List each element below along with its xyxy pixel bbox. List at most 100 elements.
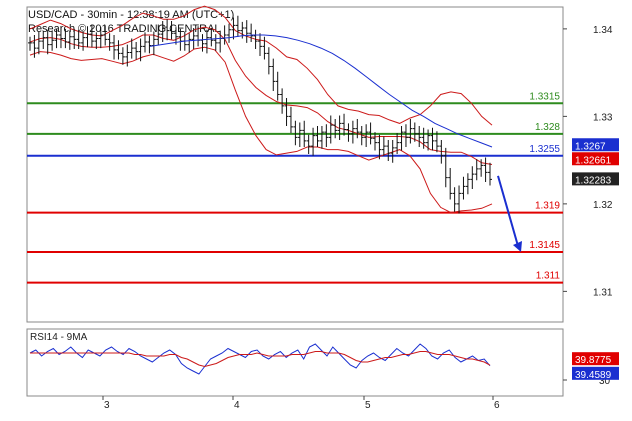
candle-70	[337, 115, 342, 140]
candle-87	[412, 122, 417, 142]
y-tick-label-3: 1.31	[593, 287, 613, 298]
bollinger-upper	[29, 5, 493, 126]
candle-2	[36, 31, 41, 55]
y-tick-label-0: 1.34	[593, 25, 613, 36]
candle-85	[403, 124, 408, 147]
candle-53	[262, 36, 267, 60]
candle-17	[103, 25, 108, 46]
candle-81	[386, 140, 391, 161]
candle-5	[50, 30, 55, 51]
y-tick-label-1: 1.33	[593, 112, 613, 123]
candle-96	[452, 187, 457, 212]
candle-23	[129, 38, 134, 59]
candle-7	[58, 27, 63, 49]
candle-76	[364, 124, 369, 147]
candle-98	[461, 176, 466, 200]
candle-49	[244, 20, 249, 43]
price-tag-1: 1.32661	[575, 155, 612, 166]
candle-46	[231, 17, 236, 40]
candle-68	[328, 115, 333, 144]
candle-103	[483, 157, 488, 182]
candle-93	[439, 140, 444, 164]
candle-24	[134, 42, 139, 60]
candle-16	[98, 27, 103, 49]
level-label-1: 1.328	[535, 122, 560, 133]
rsi-tag-0-bg	[572, 352, 619, 366]
candle-94	[443, 147, 448, 188]
candle-45	[227, 23, 232, 43]
candle-15	[94, 32, 99, 49]
rsi-series-1	[30, 351, 491, 368]
rsi-tag-1-bg	[572, 366, 619, 380]
candle-4	[45, 29, 50, 55]
candle-1	[32, 35, 37, 58]
moving-average-line	[149, 34, 493, 148]
candle-62	[302, 120, 307, 147]
candle-100	[470, 166, 475, 189]
candle-63	[306, 134, 311, 154]
forecast-arrow-shaft	[497, 175, 519, 247]
rsi-title: RSI14 - 9MA	[30, 332, 88, 343]
candle-72	[346, 123, 351, 142]
candle-74	[355, 119, 360, 139]
level-label-4: 1.3145	[529, 240, 560, 251]
candle-86	[408, 119, 413, 144]
candle-47	[235, 15, 240, 37]
candle-31	[165, 19, 170, 41]
candle-36	[187, 33, 192, 53]
candle-29	[156, 24, 161, 46]
candle-14	[89, 24, 94, 48]
rsi-panel-frame	[26, 328, 564, 397]
candle-71	[342, 113, 347, 136]
candle-21	[120, 47, 125, 65]
candle-64	[311, 127, 316, 156]
rsi-tick-label-0: 30	[599, 376, 611, 387]
candle-3	[41, 31, 46, 49]
level-label-3: 1.319	[535, 201, 560, 212]
level-label-0: 1.3315	[529, 91, 560, 102]
candle-99	[465, 173, 470, 195]
candle-83	[395, 133, 400, 154]
candle-34	[178, 28, 183, 51]
price-tag-0-bg	[572, 138, 619, 152]
rsi-tag-1: 39.4589	[575, 370, 612, 381]
candle-80	[381, 136, 386, 156]
candle-56	[275, 71, 280, 101]
price-panel-frame	[26, 6, 564, 323]
candle-30	[160, 21, 165, 42]
level-label-2: 1.3255	[529, 144, 560, 155]
candle-9	[67, 30, 72, 50]
candle-13	[85, 26, 90, 48]
price-tag-1-bg	[572, 152, 619, 166]
candle-67	[324, 124, 329, 147]
candle-37	[191, 28, 196, 49]
candle-78	[373, 132, 377, 151]
candle-50	[249, 23, 254, 42]
candle-58	[284, 98, 289, 126]
candle-79	[377, 134, 382, 160]
x-tick-label-0: 3	[104, 400, 110, 411]
candle-66	[319, 126, 324, 149]
candle-57	[280, 88, 285, 114]
candle-27	[147, 35, 152, 54]
candle-26	[143, 32, 147, 53]
bollinger-mid	[29, 26, 493, 165]
candle-52	[258, 33, 262, 56]
candle-97	[457, 185, 462, 214]
candle-59	[288, 106, 293, 133]
candle-101	[474, 159, 479, 181]
chart-title: USD/CAD - 30min - 12:38:19 AM (UTC+1)	[28, 9, 235, 21]
candle-20	[116, 40, 121, 60]
candle-90	[426, 129, 431, 151]
x-tick-label-3: 6	[494, 400, 500, 411]
candle-25	[138, 38, 143, 62]
candle-61	[297, 122, 302, 147]
candle-104	[488, 162, 492, 186]
price-tag-0: 1.3267	[575, 141, 606, 152]
candle-60	[293, 120, 298, 146]
candle-22	[125, 44, 130, 67]
candle-41	[209, 28, 214, 47]
candle-91	[430, 127, 435, 151]
candle-73	[350, 120, 355, 144]
